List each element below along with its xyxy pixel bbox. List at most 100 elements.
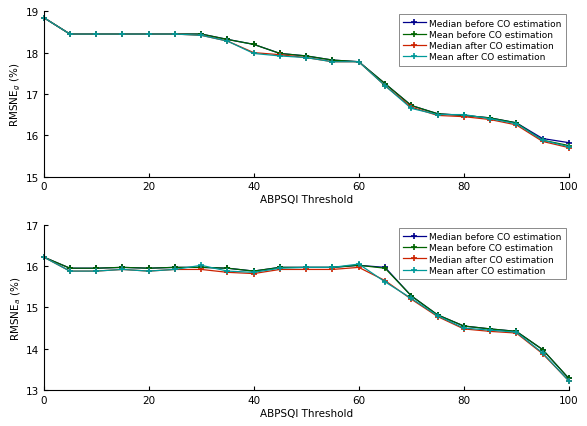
Mean before CO estimation: [66, 266, 73, 271]
Mean before CO estimation: [382, 266, 389, 271]
Median before CO estimation: [40, 255, 47, 260]
Median after CO estimation: [513, 123, 520, 128]
Median after CO estimation: [355, 60, 362, 65]
Mean after CO estimation: [145, 269, 152, 274]
Median after CO estimation: [329, 60, 336, 65]
Median before CO estimation: [329, 265, 336, 271]
Mean after CO estimation: [198, 263, 205, 268]
Median after CO estimation: [145, 269, 152, 274]
Median after CO estimation: [382, 84, 389, 89]
Median before CO estimation: [303, 54, 310, 59]
Median before CO estimation: [198, 265, 205, 271]
Median before CO estimation: [382, 265, 389, 271]
Median after CO estimation: [408, 297, 415, 302]
Median before CO estimation: [66, 266, 73, 271]
Mean before CO estimation: [460, 114, 467, 119]
Median after CO estimation: [460, 115, 467, 120]
Mean after CO estimation: [276, 266, 284, 271]
Mean before CO estimation: [487, 116, 494, 121]
Mean before CO estimation: [224, 38, 231, 43]
Median after CO estimation: [66, 269, 73, 274]
Median after CO estimation: [224, 270, 231, 275]
Mean before CO estimation: [171, 32, 178, 37]
Median before CO estimation: [93, 266, 100, 271]
Mean after CO estimation: [434, 314, 441, 319]
Mean before CO estimation: [119, 265, 126, 271]
Mean after CO estimation: [40, 255, 47, 260]
Mean after CO estimation: [224, 40, 231, 45]
Line: Median before CO estimation: Median before CO estimation: [41, 16, 572, 146]
Y-axis label: RMSNE$_a$ (%): RMSNE$_a$ (%): [9, 276, 23, 340]
Mean before CO estimation: [93, 266, 100, 271]
Median after CO estimation: [250, 51, 257, 56]
Mean before CO estimation: [513, 121, 520, 126]
Median before CO estimation: [565, 141, 572, 146]
Median before CO estimation: [355, 263, 362, 268]
Mean before CO estimation: [145, 266, 152, 271]
Line: Median before CO estimation: Median before CO estimation: [41, 255, 572, 381]
Mean after CO estimation: [119, 32, 126, 37]
Mean after CO estimation: [434, 113, 441, 118]
Mean after CO estimation: [303, 56, 310, 61]
Mean after CO estimation: [565, 378, 572, 383]
Mean after CO estimation: [539, 138, 546, 144]
Legend: Median before CO estimation, Mean before CO estimation, Median after CO estimati: Median before CO estimation, Mean before…: [399, 15, 566, 67]
Mean after CO estimation: [460, 326, 467, 331]
Median before CO estimation: [539, 347, 546, 352]
Median after CO estimation: [224, 40, 231, 45]
Mean before CO estimation: [250, 269, 257, 274]
Median after CO estimation: [276, 267, 284, 272]
Mean before CO estimation: [276, 52, 284, 57]
Median before CO estimation: [460, 114, 467, 119]
Median after CO estimation: [565, 146, 572, 151]
Median before CO estimation: [250, 43, 257, 48]
Median before CO estimation: [434, 112, 441, 117]
Mean before CO estimation: [224, 266, 231, 271]
Median after CO estimation: [513, 331, 520, 336]
Mean before CO estimation: [382, 82, 389, 87]
Mean after CO estimation: [460, 113, 467, 118]
Mean after CO estimation: [250, 270, 257, 275]
Median before CO estimation: [250, 269, 257, 274]
Mean after CO estimation: [382, 84, 389, 89]
Mean after CO estimation: [329, 265, 336, 271]
Mean before CO estimation: [539, 138, 546, 144]
Median before CO estimation: [145, 32, 152, 37]
Line: Mean before CO estimation: Mean before CO estimation: [41, 16, 572, 149]
Mean after CO estimation: [303, 265, 310, 271]
Mean after CO estimation: [355, 262, 362, 267]
Median before CO estimation: [513, 121, 520, 126]
Mean before CO estimation: [40, 255, 47, 260]
Mean after CO estimation: [487, 117, 494, 122]
Mean after CO estimation: [93, 269, 100, 274]
Median after CO estimation: [40, 16, 47, 21]
Median after CO estimation: [355, 265, 362, 271]
Mean before CO estimation: [119, 32, 126, 37]
Mean before CO estimation: [487, 327, 494, 332]
Mean before CO estimation: [198, 265, 205, 271]
Mean after CO estimation: [119, 267, 126, 272]
Mean before CO estimation: [303, 265, 310, 271]
Median before CO estimation: [145, 266, 152, 271]
Mean after CO estimation: [513, 122, 520, 127]
Median before CO estimation: [119, 32, 126, 37]
Mean before CO estimation: [460, 324, 467, 329]
Median before CO estimation: [565, 376, 572, 381]
Median after CO estimation: [539, 351, 546, 357]
Legend: Median before CO estimation, Mean before CO estimation, Median after CO estimati: Median before CO estimation, Mean before…: [399, 228, 566, 280]
Mean after CO estimation: [171, 267, 178, 272]
Median before CO estimation: [487, 116, 494, 121]
Median before CO estimation: [171, 265, 178, 271]
Median after CO estimation: [434, 114, 441, 119]
Mean after CO estimation: [382, 279, 389, 285]
Median after CO estimation: [198, 267, 205, 272]
Median after CO estimation: [93, 32, 100, 37]
Mean before CO estimation: [40, 16, 47, 21]
Mean after CO estimation: [513, 330, 520, 335]
Median before CO estimation: [408, 294, 415, 299]
Mean after CO estimation: [171, 32, 178, 37]
Median before CO estimation: [513, 329, 520, 334]
Median after CO estimation: [382, 278, 389, 283]
Median before CO estimation: [40, 16, 47, 21]
Mean before CO estimation: [93, 32, 100, 37]
